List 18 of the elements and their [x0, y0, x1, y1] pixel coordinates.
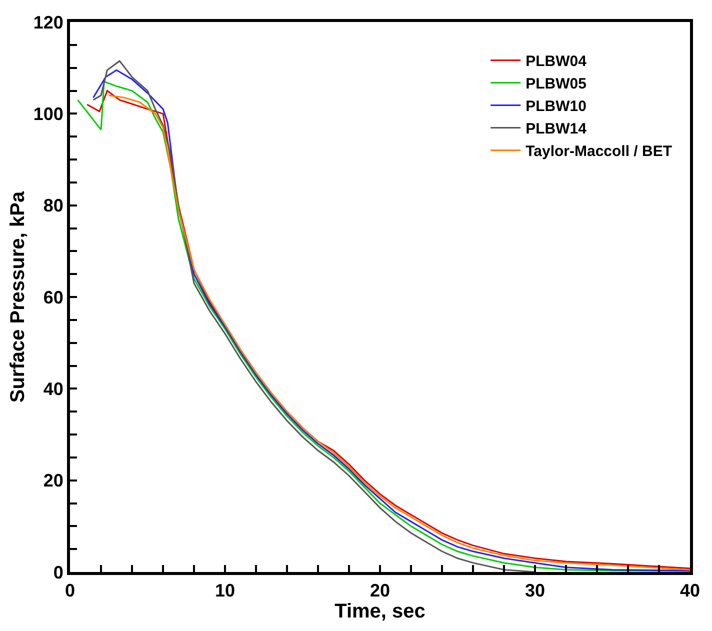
y-tick-label: 20 — [43, 470, 64, 491]
x-tick-label: 10 — [214, 580, 236, 601]
legend-label: PLBW04 — [526, 53, 588, 70]
y-tick-label: 120 — [33, 12, 64, 32]
x-tick-label: 40 — [680, 580, 700, 601]
x-tick-label: 30 — [524, 580, 546, 601]
y-tick-label: 60 — [43, 287, 64, 308]
legend-label: Taylor-Maccoll / BET — [526, 143, 672, 160]
legend-label: PLBW10 — [526, 98, 586, 116]
y-tick-label: 80 — [43, 196, 64, 216]
legend-label: PLBW14 — [526, 120, 588, 138]
y-tick-label: 40 — [43, 378, 64, 399]
x-tick-label: 20 — [370, 580, 390, 601]
y-axis-title: Surface Pressure, kPa — [6, 190, 29, 403]
legend-label: PLBW05 — [526, 76, 586, 93]
y-tick-label: 100 — [33, 104, 64, 124]
x-axis-title: Time, sec — [334, 600, 426, 623]
y-tick-label: 0 — [53, 562, 64, 582]
